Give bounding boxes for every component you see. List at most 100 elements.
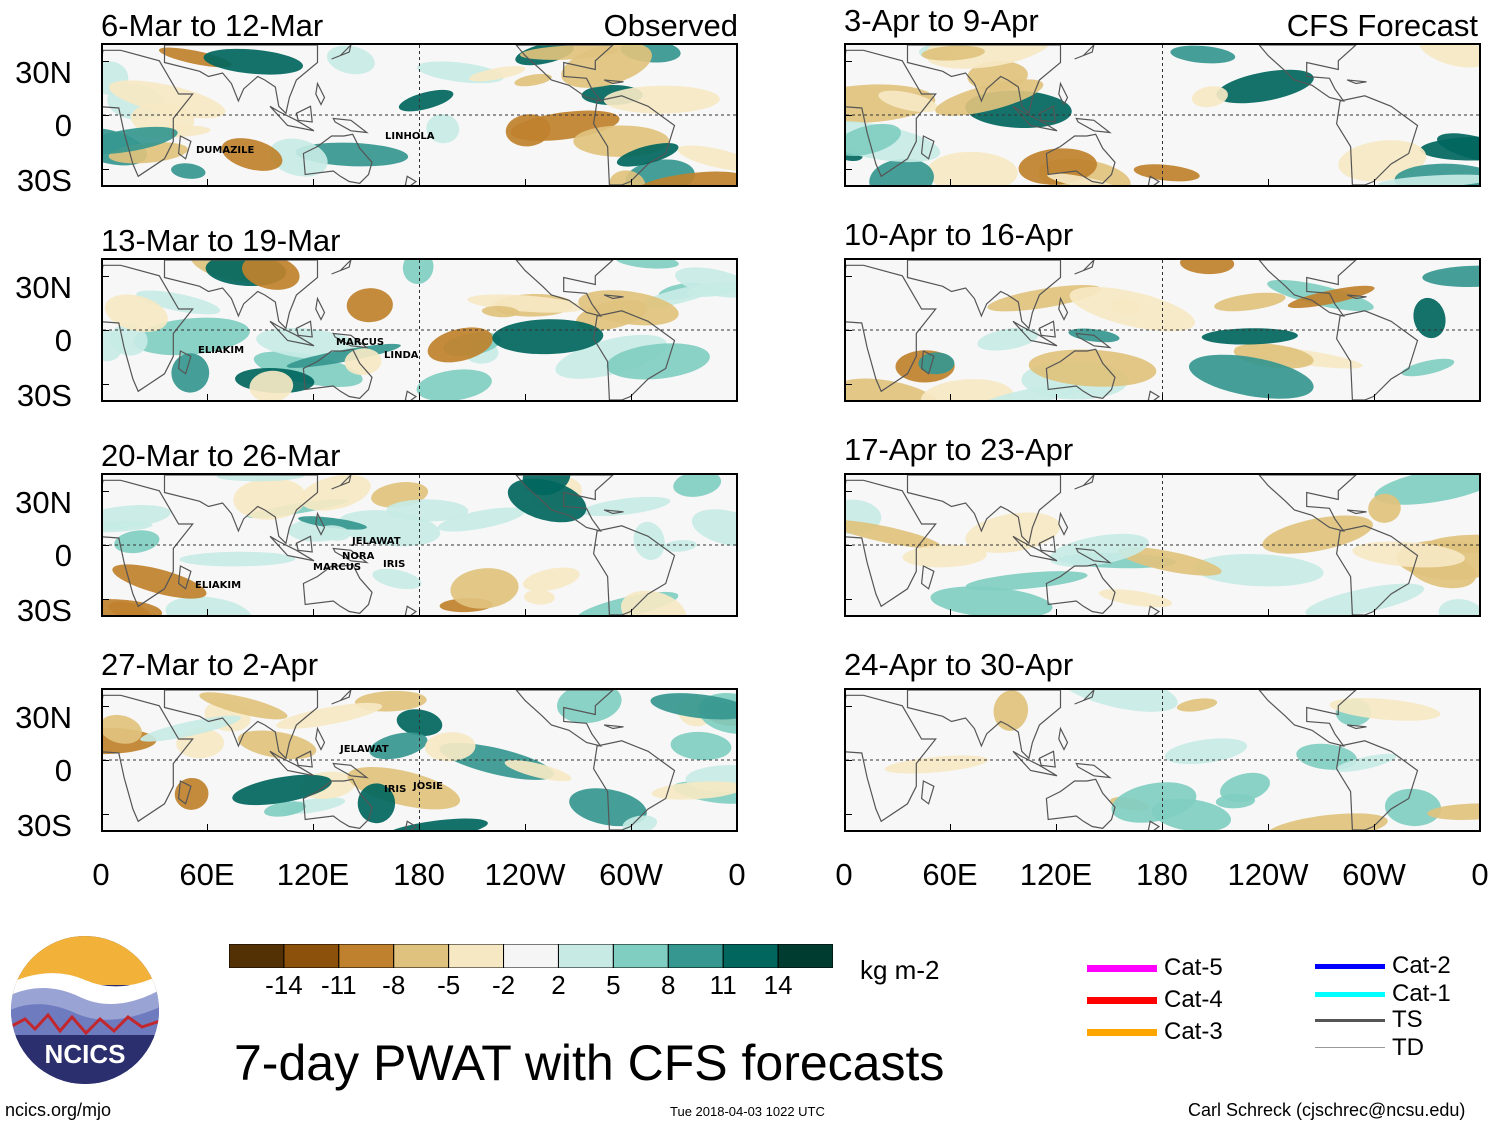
storm-label: NORA — [342, 551, 375, 562]
anomaly-blob — [481, 305, 520, 318]
coastline — [331, 475, 352, 490]
anomaly-blob — [1164, 738, 1248, 765]
anomaly-blob — [926, 151, 1018, 185]
axis-tick — [1374, 394, 1375, 402]
anomaly-blob — [1047, 173, 1118, 185]
anomaly-blob — [846, 519, 941, 549]
anomaly-blob — [1401, 358, 1455, 377]
lon-label: 60E — [922, 857, 978, 892]
anomaly-blob — [103, 126, 178, 155]
axis-tick — [1374, 179, 1375, 187]
coastline — [1058, 296, 1069, 321]
coastline — [177, 780, 192, 805]
colorbar-swatch — [722, 943, 779, 969]
anomaly-blob — [616, 143, 679, 167]
coastline — [302, 778, 373, 829]
axis-tick — [737, 394, 738, 402]
anomaly-blob — [165, 596, 253, 615]
panel-title-fcst-4: 24-Apr to 30-Apr — [844, 647, 1074, 682]
coastline — [1012, 750, 1058, 777]
coastline — [592, 740, 676, 830]
coastline — [603, 294, 624, 300]
axis-tick — [737, 609, 738, 617]
anomaly-blob — [136, 290, 221, 315]
anomaly-blob — [1384, 788, 1442, 827]
footer-link[interactable]: ncics.org/mjo — [5, 1100, 112, 1120]
anomaly-blob — [675, 267, 736, 298]
panel-title-obs-3: 20-Mar to 26-Mar — [101, 438, 341, 473]
coastline — [1074, 45, 1095, 60]
coastline — [1038, 535, 1056, 553]
coastline — [269, 750, 315, 777]
coastline — [1058, 81, 1069, 106]
coastline — [332, 547, 369, 564]
axis-tick — [101, 179, 102, 187]
coastline — [1147, 605, 1161, 615]
anomaly-blob — [398, 89, 454, 112]
coastline — [1012, 535, 1058, 562]
coastline — [1012, 105, 1058, 132]
lon-label: 120E — [1019, 857, 1093, 892]
coastline — [906, 690, 1062, 760]
panel-title-fcst-1: 3-Apr to 9-Apr — [844, 3, 1039, 38]
coastline — [1045, 563, 1116, 614]
axis-tick — [419, 179, 420, 187]
axis-tick — [844, 599, 852, 600]
axis-tick — [950, 179, 951, 187]
anomaly-blob — [1049, 533, 1149, 567]
anomaly-blob — [965, 512, 1061, 553]
storm-label: DUMAZILE — [196, 145, 255, 156]
footer-timestamp: Tue 2018-04-03 1022 UTC — [670, 1104, 825, 1119]
anomaly-blob — [514, 73, 552, 87]
legend-swatch — [1315, 1047, 1385, 1048]
lat-label: 30S — [16, 163, 72, 198]
colorbar-tick-label: -2 — [491, 970, 516, 1000]
axis-tick — [525, 394, 526, 402]
anomaly-blob — [633, 521, 665, 560]
coastline — [331, 690, 352, 705]
axis-tick — [844, 814, 852, 815]
legend-label: Cat-1 — [1392, 980, 1451, 1007]
coastline — [1335, 525, 1419, 615]
axis-tick — [631, 824, 632, 832]
anomaly-blob — [1098, 589, 1173, 608]
anomaly-blob — [651, 781, 736, 800]
coastline — [177, 135, 192, 160]
anomaly-blob — [437, 507, 525, 532]
anomaly-blob — [1220, 772, 1270, 803]
coastline — [1147, 175, 1161, 185]
anomaly-blob — [977, 327, 1039, 351]
legend-swatch — [1087, 965, 1157, 972]
coastline — [1038, 105, 1056, 123]
anomaly-blob — [402, 260, 434, 285]
axis-tick — [844, 824, 845, 832]
axis-tick — [844, 276, 852, 277]
anomaly-blob — [930, 586, 1053, 615]
anomaly-blob — [615, 260, 679, 269]
anomaly-blob — [507, 478, 587, 523]
anomaly-blob — [1180, 260, 1235, 275]
axis-tick — [1056, 179, 1057, 187]
anomaly-blob — [636, 171, 736, 185]
coastline — [592, 310, 676, 400]
axis-tick — [101, 394, 102, 402]
lon-label: 120W — [1227, 857, 1309, 892]
lon-label: 120E — [276, 857, 350, 892]
legend-swatch — [1315, 1019, 1385, 1022]
coastline — [1346, 79, 1367, 85]
lon-label: 0 — [728, 857, 746, 892]
coastline — [603, 79, 624, 85]
axis-tick — [844, 169, 852, 170]
observed-label: Observed — [603, 8, 738, 43]
anomaly-blob — [621, 590, 687, 615]
lon-label: 60W — [599, 857, 663, 892]
anomaly-blob — [1216, 69, 1314, 104]
coastline — [1038, 750, 1056, 768]
coastline — [515, 260, 614, 317]
anomaly-blob — [1018, 148, 1098, 185]
coastline — [592, 95, 676, 185]
anomaly-blob — [519, 45, 619, 60]
anomaly-blob — [869, 158, 934, 185]
coastline — [269, 105, 315, 132]
coastline — [103, 479, 194, 608]
